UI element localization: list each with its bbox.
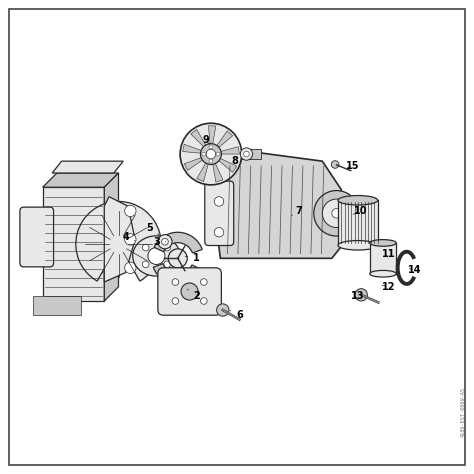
Circle shape <box>314 191 359 236</box>
Polygon shape <box>215 131 233 149</box>
Text: 14: 14 <box>408 265 421 275</box>
Ellipse shape <box>338 240 378 250</box>
Wedge shape <box>154 232 202 253</box>
Circle shape <box>322 199 351 228</box>
Bar <box>33 296 81 315</box>
Text: 1: 1 <box>185 253 200 264</box>
Circle shape <box>180 123 242 185</box>
Polygon shape <box>104 173 118 301</box>
Circle shape <box>125 262 136 273</box>
Ellipse shape <box>133 236 180 276</box>
Text: 4180-EST-0069-A5: 4180-EST-0069-A5 <box>461 387 466 438</box>
Circle shape <box>216 152 220 156</box>
Text: 4: 4 <box>122 232 135 242</box>
Circle shape <box>164 244 171 251</box>
Circle shape <box>206 149 216 159</box>
Circle shape <box>172 279 179 285</box>
Polygon shape <box>197 160 209 182</box>
Polygon shape <box>52 161 123 173</box>
Circle shape <box>217 304 229 316</box>
Circle shape <box>201 144 221 164</box>
Polygon shape <box>209 126 216 147</box>
Text: 8: 8 <box>231 156 242 166</box>
Polygon shape <box>216 157 237 173</box>
Polygon shape <box>212 161 223 182</box>
FancyBboxPatch shape <box>158 268 221 315</box>
Polygon shape <box>182 144 204 154</box>
Circle shape <box>115 240 122 248</box>
Circle shape <box>214 197 224 206</box>
Circle shape <box>158 235 172 249</box>
Polygon shape <box>104 197 135 282</box>
Circle shape <box>162 238 168 245</box>
Circle shape <box>201 298 207 304</box>
Text: 5: 5 <box>146 222 159 235</box>
Text: 12: 12 <box>382 282 395 292</box>
Circle shape <box>148 247 165 264</box>
Circle shape <box>332 209 341 218</box>
Bar <box>338 200 378 246</box>
Circle shape <box>109 235 128 254</box>
Text: 10: 10 <box>353 206 367 216</box>
Circle shape <box>214 228 224 237</box>
Text: 11: 11 <box>382 248 395 259</box>
Circle shape <box>331 161 339 168</box>
Circle shape <box>240 148 253 160</box>
Text: 6: 6 <box>230 310 243 320</box>
Ellipse shape <box>370 270 396 277</box>
Circle shape <box>142 261 149 268</box>
Text: 15: 15 <box>346 161 360 171</box>
Circle shape <box>202 152 206 156</box>
Bar <box>242 149 261 159</box>
Wedge shape <box>153 264 201 284</box>
Circle shape <box>164 261 171 268</box>
Ellipse shape <box>370 240 396 246</box>
Ellipse shape <box>338 195 378 205</box>
Polygon shape <box>191 129 207 149</box>
Circle shape <box>355 289 367 301</box>
Circle shape <box>209 159 213 163</box>
Polygon shape <box>43 187 104 301</box>
Polygon shape <box>216 152 341 258</box>
Bar <box>370 243 396 274</box>
Polygon shape <box>43 173 118 187</box>
Text: 2: 2 <box>187 289 200 301</box>
FancyBboxPatch shape <box>205 181 234 246</box>
Circle shape <box>168 249 187 268</box>
Text: 9: 9 <box>203 135 210 145</box>
FancyBboxPatch shape <box>20 207 54 267</box>
Circle shape <box>181 283 198 300</box>
Circle shape <box>201 279 207 285</box>
Text: 3: 3 <box>153 237 166 247</box>
Text: 13: 13 <box>351 291 365 301</box>
Wedge shape <box>76 201 161 281</box>
Text: 7: 7 <box>292 206 302 216</box>
Circle shape <box>125 234 136 245</box>
Circle shape <box>244 151 249 157</box>
Circle shape <box>172 298 179 304</box>
Circle shape <box>142 244 149 251</box>
Circle shape <box>125 205 136 217</box>
Polygon shape <box>218 146 239 154</box>
Circle shape <box>209 145 213 149</box>
Polygon shape <box>184 156 205 170</box>
